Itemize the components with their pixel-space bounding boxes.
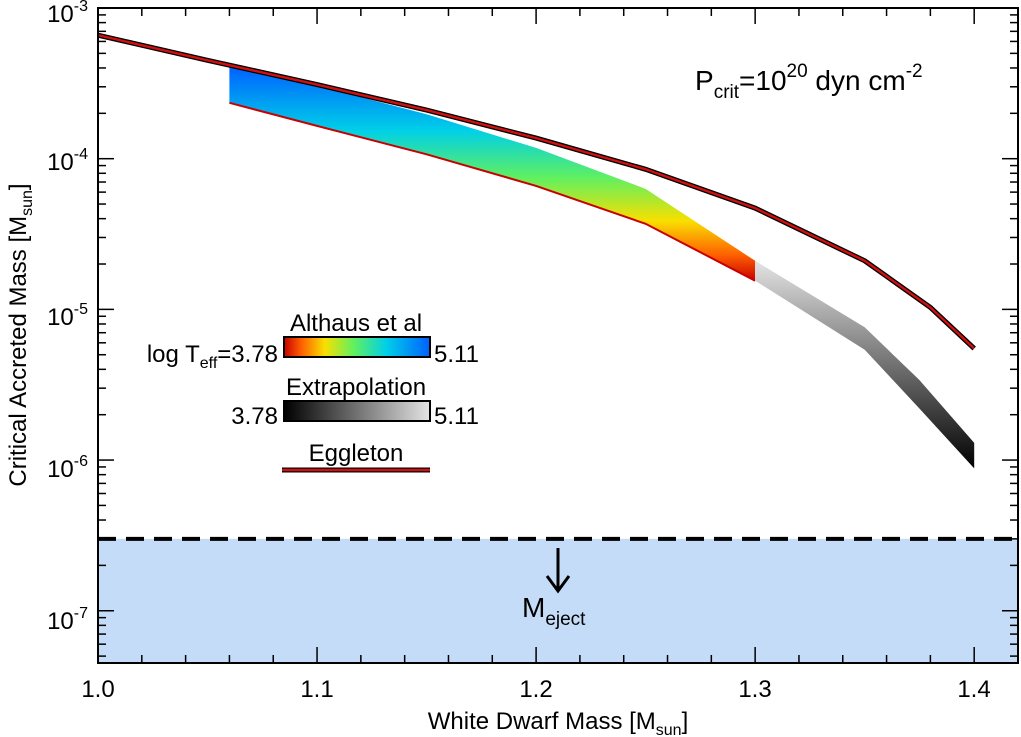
- legend: Althaus et al log Teff=3.78 5.11 Extrapo…: [147, 310, 479, 473]
- y-axis-label: Critical Accreted Mass [Msun]: [5, 183, 36, 486]
- x-tick-label: 1.1: [300, 676, 333, 703]
- y-tick-label: 10-5: [47, 301, 88, 331]
- y-tick-label: 10-6: [47, 453, 88, 483]
- legend-log-teff-label: log Teff=3.78: [147, 341, 278, 372]
- eject-arrow: [545, 548, 571, 594]
- extrapolation-band: [755, 260, 975, 469]
- legend-eggleton-title: Eggleton: [309, 440, 404, 467]
- y-tick-label: 10-4: [47, 146, 88, 176]
- legend-extrapolation-min: 3.78: [231, 403, 278, 430]
- legend-althaus-max: 5.11: [434, 341, 479, 368]
- x-tick-label: 1.2: [519, 676, 552, 703]
- althaus-band-lower-edge: [229, 101, 756, 282]
- x-tick-label: 1.0: [81, 676, 114, 703]
- x-tick-label: 1.3: [738, 676, 771, 703]
- y-tick-labels: 10-3 10-4 10-5 10-6 10-7: [47, 0, 88, 635]
- plot-frame: [97, 7, 1019, 664]
- y-tick-label: 10-7: [47, 605, 88, 635]
- althaus-band: [229, 66, 756, 281]
- x-tick-labels: 1.0 1.1 1.2 1.3 1.4: [81, 676, 990, 703]
- x-tick-label: 1.4: [957, 676, 990, 703]
- x-axis-label: White Dwarf Mass [Msun]: [428, 708, 689, 737]
- legend-extrapolation-max: 5.11: [434, 403, 479, 430]
- pcrit-annotation: Pcrit=1020 dyn cm-2: [695, 61, 923, 103]
- legend-extrapolation-colorbar: [283, 400, 431, 422]
- eject-label: Meject: [522, 592, 586, 630]
- legend-extrapolation-title: Extrapolation: [286, 374, 426, 401]
- y-tick-label: 10-3: [47, 0, 88, 28]
- legend-althaus-title: Althaus et al: [290, 310, 422, 337]
- eggleton-line: [98, 34, 976, 350]
- axis-ticks: [97, 7, 1018, 663]
- legend-althaus-colorbar: [283, 336, 431, 358]
